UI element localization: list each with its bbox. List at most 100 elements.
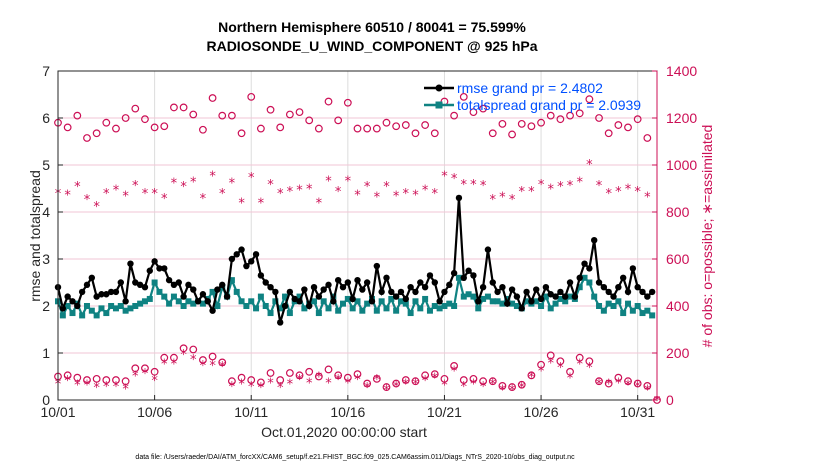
spread-point [243,303,250,309]
spread-point [98,305,105,312]
y-tick-label: 0 [42,392,50,408]
obs-assimilated-marker: * [132,369,139,384]
rmse-point [484,246,492,253]
rmse-point [325,281,332,289]
spread-point [542,293,549,300]
spread-point [151,279,158,286]
spread-point [185,298,192,305]
spread-point [267,310,274,317]
obs-assimilated-marker: * [567,372,574,387]
obs-assimilated-marker: * [490,378,497,393]
spread-point [311,298,318,305]
spread-point [175,298,182,305]
obs-possible-marker [614,121,623,129]
obs-possible-marker [633,379,642,388]
spread-point [513,303,520,309]
obs-possible-marker [285,369,294,377]
spread-point [103,310,110,317]
obs-assimilated-marker: * [190,353,197,368]
obs-possible-marker [208,352,217,361]
spread-point [538,303,545,309]
obs-possible-marker [237,129,246,138]
spread-point [277,305,284,312]
obs-assimilated-marker: * [335,373,342,388]
spread-point [600,307,607,314]
spread-point [634,303,641,309]
x-tick-label: 10/26 [524,404,559,420]
obs-possible-marker [430,370,439,379]
obs-assimilated-marker: * [122,382,129,397]
rmse-point [426,272,434,279]
rmse-point [141,284,149,291]
obs-assimilated-marker: * [209,170,216,185]
rmse-point [74,302,81,310]
x-tick-label: 10/31 [620,404,655,420]
spread-point [117,303,124,309]
obs-possible-marker [314,124,323,133]
spread-point [629,307,636,314]
spread-point [282,293,289,300]
spread-point [88,307,95,314]
spread-point [460,293,467,300]
obs-assimilated-marker: * [74,180,81,195]
rmse-point [291,295,298,303]
rmse-point [223,293,231,300]
obs-possible-marker [566,111,574,120]
rmse-point [330,298,337,305]
obs-possible-marker [199,356,207,364]
obs-assimilated-marker: * [161,192,168,207]
obs-possible-marker [643,382,652,390]
obs-assimilated-marker: * [287,185,294,200]
obs-assimilated-marker: * [325,376,332,391]
rmse-point [388,288,395,296]
obs-assimilated-marker: * [480,380,487,395]
spread-point [412,298,419,305]
obs-assimilated-marker: * [229,380,236,395]
rmse-point [127,260,134,267]
obs-possible-marker [334,371,343,380]
rmse-point [619,274,627,281]
obs-assimilated-marker: * [190,175,197,190]
obs-assimilated-marker: * [422,374,429,389]
spread-point [257,293,264,300]
obs-assimilated-marker: * [345,174,352,189]
legend-rmse-marker [435,84,443,92]
rmse-point [257,272,265,279]
obs-possible-marker [276,123,285,132]
obs-possible-marker [479,377,487,386]
spread-point [233,288,240,295]
obs-possible-marker [247,376,256,384]
obs-possible-marker [585,95,594,104]
obs-assimilated-marker: * [374,373,381,388]
rmse-point [479,284,487,291]
x-tick-label: 10/16 [330,404,365,420]
obs-assimilated-marker: * [596,378,603,393]
rmse-point [586,265,593,272]
rmse-point [296,298,303,305]
rmse-point [508,286,516,293]
y-right-tick-label: 200 [666,345,690,361]
rmse-point [59,305,67,312]
obs-assimilated-marker: * [393,190,400,205]
rmse-point [436,298,443,305]
obs-possible-marker [305,116,314,125]
obs-possible-marker [92,129,101,138]
rmse-point [219,281,226,289]
obs-assimilated-marker: * [625,379,632,394]
obs-assimilated-marker: * [84,379,91,394]
spread-point [349,305,356,312]
rmse-point [562,293,569,300]
obs-assimilated-marker: * [393,380,400,395]
obs-possible-marker [63,123,72,132]
spread-point [393,307,400,314]
spread-point [552,300,559,307]
obs-assimilated-marker: * [364,180,371,195]
obs-possible-marker [63,371,72,380]
obs-possible-marker [372,124,381,133]
obs-possible-marker [131,364,140,373]
rmse-point [199,291,207,298]
spread-point [344,295,351,302]
obs-possible-marker [170,103,178,112]
spread-point [407,310,414,317]
